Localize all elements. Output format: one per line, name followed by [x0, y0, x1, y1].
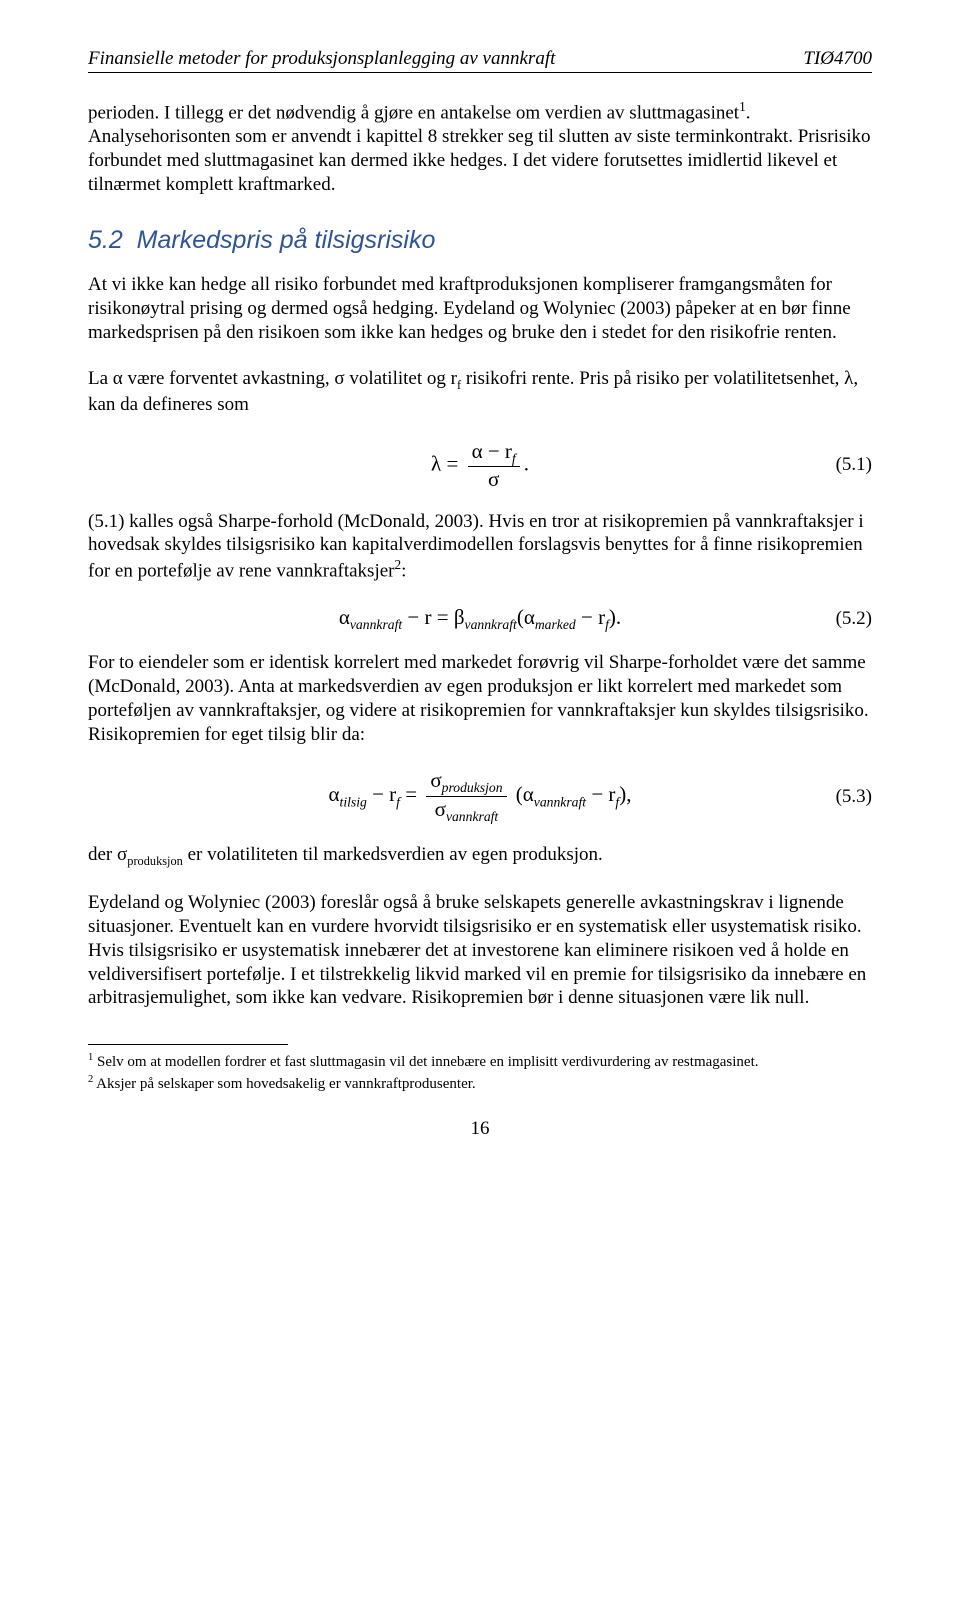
footnote-2-text: Aksjer på selskaper som hovedsakelig er … [93, 1076, 475, 1092]
equation-5-3: αtilsig − rf = σproduksjon σvannkraft (α… [88, 768, 872, 825]
footnote-ref-1: 1 [739, 99, 746, 114]
eq3-tail: , [626, 783, 631, 807]
p6-sub: produksjon [127, 854, 183, 868]
paragraph-6: der σproduksjon er volatiliteten til mar… [88, 843, 872, 869]
eq3-m1: − r [367, 783, 396, 807]
eq2-number: (5.2) [836, 608, 872, 630]
eq3-a1-sub: tilsig [340, 795, 367, 810]
eq2-close: ) [609, 605, 616, 629]
paragraph-1: perioden. I tillegg er det nødvendig å g… [88, 99, 872, 196]
eq1-num: α − r [472, 439, 512, 463]
eq2-m2: − r [576, 605, 605, 629]
eq1-tail: . [524, 451, 529, 475]
header-code: TIØ4700 [803, 48, 872, 70]
section-number: 5.2 [88, 226, 123, 254]
equation-5-2: αvannkraft − r = βvannkraft(αmarked − rf… [88, 605, 872, 633]
page-number: 16 [88, 1118, 872, 1140]
eq1-number: (5.1) [836, 454, 872, 476]
paragraph-2: At vi ikke kan hedge all risiko forbunde… [88, 273, 872, 344]
section-title: Markedspris på tilsigsrisiko [137, 226, 436, 254]
eq2-a1-sub: vannkraft [350, 617, 402, 632]
eq3-open: ( [516, 783, 523, 807]
eq2-m1: − r = β [402, 605, 464, 629]
footnote-2: 2 Aksjer på selskaper som hovedsakelig e… [88, 1073, 872, 1095]
eq3-eq: = [400, 783, 422, 807]
p4-text-a: (5.1) kalles også Sharpe-forhold (McDona… [88, 511, 864, 582]
eq2-b1-sub: vannkraft [465, 617, 517, 632]
footnote-1: 1 Selv om at modellen fordrer et fast sl… [88, 1051, 872, 1073]
eq2-body: αvannkraft − r = βvannkraft(αmarked − rf… [339, 605, 621, 633]
paragraph-4: (5.1) kalles også Sharpe-forhold (McDona… [88, 510, 872, 584]
eq2-a1: α [339, 605, 350, 629]
eq3-body: αtilsig − rf = σproduksjon σvannkraft (α… [329, 768, 632, 825]
paragraph-7: Eydeland og Wolyniec (2003) foreslår ogs… [88, 891, 872, 1010]
header-title: Finansielle metoder for produksjonsplanl… [88, 48, 555, 70]
eq3-a2: α [523, 783, 534, 807]
paragraph-5: For to eiendeler som er identisk korrele… [88, 651, 872, 746]
eq3-m2: − r [586, 783, 615, 807]
footnote-1-text: Selv om at modellen fordrer et fast slut… [93, 1054, 758, 1070]
eq2-tail: . [616, 605, 621, 629]
eq1-num-sub: f [512, 451, 516, 466]
eq3-a2-sub: vannkraft [534, 795, 586, 810]
paragraph-3: La α være forventet avkastning, σ volati… [88, 367, 872, 417]
eq1-den: σ [468, 467, 520, 491]
eq3-den-sub: vannkraft [446, 809, 498, 824]
eq2-open: ( [517, 605, 524, 629]
p3-text-a: La α være forventet avkastning, σ volati… [88, 368, 457, 389]
eq3-num: σ [430, 768, 441, 792]
eq1-body: λ = α − rf σ . [431, 439, 529, 492]
p4-text-b: : [401, 560, 406, 581]
section-heading: 5.2 Markedspris på tilsigsrisiko [88, 226, 872, 255]
eq3-number: (5.3) [836, 786, 872, 808]
p6-text-b: er volatiliteten til markedsverdien av e… [183, 844, 603, 865]
eq1-fraction: α − rf σ [468, 439, 520, 492]
footnotes-separator [88, 1044, 288, 1045]
eq3-a1: α [329, 783, 340, 807]
eq2-a2: α [524, 605, 535, 629]
eq2-a2-sub: marked [535, 617, 576, 632]
p1-text-a: perioden. I tillegg er det nødvendig å g… [88, 102, 739, 123]
page-header: Finansielle metoder for produksjonsplanl… [88, 48, 872, 73]
equation-5-1: λ = α − rf σ . (5.1) [88, 439, 872, 492]
eq3-fraction: σproduksjon σvannkraft [426, 768, 506, 825]
eq3-num-sub: produksjon [442, 781, 503, 796]
eq3-den: σ [435, 797, 446, 821]
p6-text-a: der σ [88, 844, 127, 865]
eq1-lhs: λ = [431, 451, 458, 475]
